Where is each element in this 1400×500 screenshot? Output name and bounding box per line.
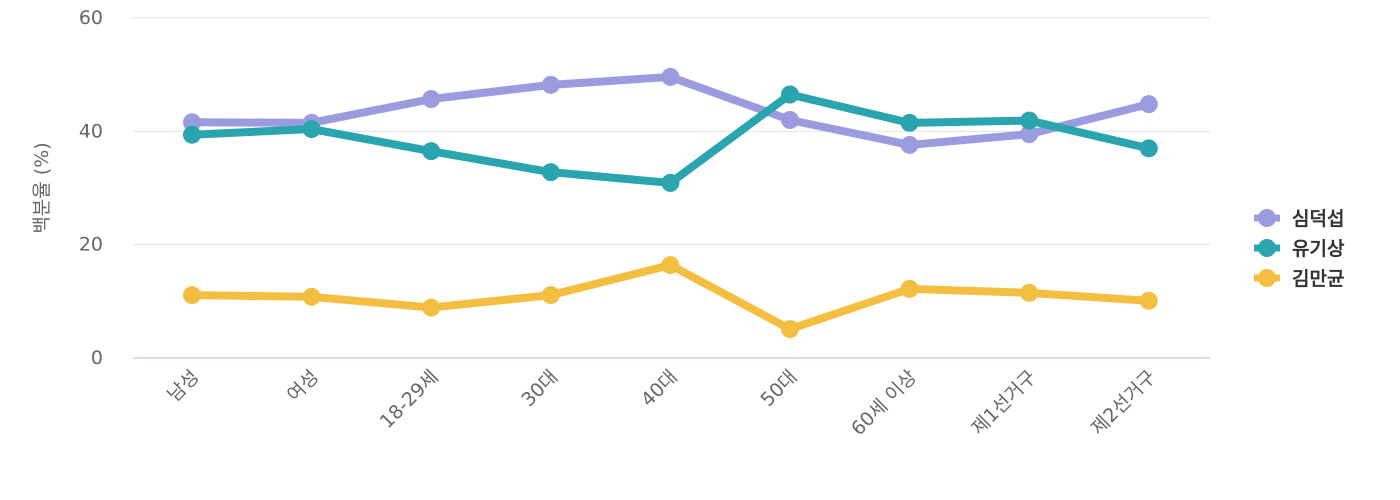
legend-dot-marker — [1258, 269, 1276, 287]
legend-dot-marker — [1258, 209, 1276, 227]
legend-dot-marker — [1258, 239, 1276, 257]
x-tick-label: 18-29세 — [376, 366, 443, 433]
x-tick-label: 30대 — [517, 366, 562, 411]
y-tick-label: 40 — [79, 120, 103, 142]
y-tick-label: 60 — [79, 7, 103, 29]
x-tick-label: 40대 — [637, 366, 682, 411]
data-point[interactable] — [183, 125, 201, 144]
data-point[interactable] — [422, 298, 441, 317]
data-point[interactable] — [1020, 283, 1039, 302]
data-point[interactable] — [183, 286, 201, 305]
legend-item[interactable]: 심덕섭 — [1254, 208, 1344, 230]
legend-item[interactable]: 김만균 — [1254, 268, 1344, 290]
y-axis-title: 백분율 (%) — [31, 142, 53, 233]
data-point[interactable] — [1139, 291, 1158, 310]
data-point[interactable] — [900, 279, 919, 298]
data-point[interactable] — [661, 67, 680, 86]
legend-label: 심덕섭 — [1292, 208, 1344, 230]
data-point[interactable] — [302, 120, 321, 139]
data-point[interactable] — [541, 75, 560, 94]
data-point[interactable] — [900, 135, 919, 154]
data-point[interactable] — [1139, 139, 1158, 158]
data-point[interactable] — [541, 163, 560, 182]
data-point[interactable] — [900, 113, 919, 132]
x-tick-label: 제2선거구 — [1087, 366, 1161, 440]
data-point[interactable] — [1020, 111, 1039, 130]
y-axis-ticks: 0 20 40 60 — [79, 7, 103, 369]
y-tick-label: 0 — [91, 347, 103, 369]
data-point[interactable] — [781, 85, 799, 104]
legend-label: 김만균 — [1292, 268, 1344, 290]
data-point[interactable] — [661, 173, 680, 192]
data-point[interactable] — [183, 113, 201, 132]
series-2 — [183, 256, 1158, 339]
data-point[interactable] — [302, 287, 321, 306]
x-tick-label: 60세 이상 — [847, 366, 921, 440]
x-axis-ticks: 남성 여성 18-29세 30대 40대 50대 60세 이상 제1선거구 제2선거구 — [163, 366, 1160, 440]
data-point[interactable] — [422, 142, 441, 161]
data-point[interactable] — [1139, 95, 1158, 114]
y-tick-label: 20 — [79, 234, 103, 256]
data-point[interactable] — [781, 111, 799, 129]
series — [183, 67, 1158, 339]
series-1 — [183, 85, 1158, 192]
x-tick-label: 50대 — [757, 366, 802, 411]
data-point[interactable] — [541, 286, 560, 305]
data-point[interactable] — [661, 256, 680, 275]
x-tick-label: 제1선거구 — [967, 366, 1041, 440]
legend-item[interactable]: 유기상 — [1254, 238, 1345, 260]
x-tick-label: 여성 — [283, 366, 323, 406]
data-point[interactable] — [1020, 125, 1039, 144]
legend-label: 유기상 — [1292, 238, 1345, 260]
data-point[interactable] — [422, 90, 441, 109]
x-tick-label: 남성 — [163, 366, 203, 406]
series-0 — [183, 67, 1158, 154]
data-point[interactable] — [781, 320, 799, 339]
series-line — [188, 261, 1153, 334]
